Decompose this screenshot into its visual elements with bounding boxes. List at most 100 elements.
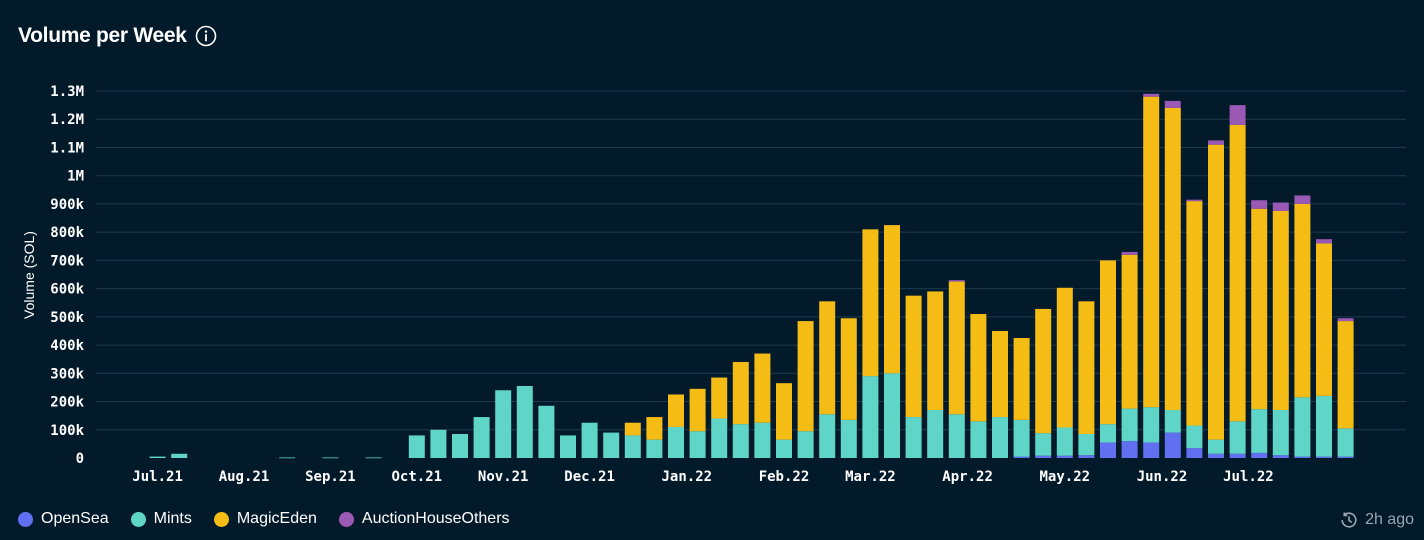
x-tick-label: Dec.21	[564, 469, 615, 485]
x-tick-label: Apr.22	[942, 469, 993, 485]
bar-segment-mints	[408, 435, 425, 458]
bar-segment-opensea	[1121, 441, 1138, 458]
bar-segment-opensea	[1143, 442, 1160, 458]
bar-segment-auctionhouseothers	[1251, 200, 1268, 209]
history-clock-icon	[1341, 512, 1357, 528]
chart-header: Volume per Week	[18, 24, 217, 48]
legend-item-opensea[interactable]: OpenSea	[18, 510, 109, 528]
y-tick-label: 1.3M	[50, 84, 84, 100]
bar-segment-magiceden	[1078, 301, 1095, 435]
y-tick-label: 600k	[50, 282, 84, 298]
bar-segment-mints	[560, 435, 576, 458]
bar-segment-magiceden	[948, 281, 965, 415]
bar-segment-magiceden	[1186, 201, 1203, 426]
legend-label-mints: Mints	[153, 510, 192, 527]
chart-title: Volume per Week	[18, 24, 187, 47]
y-tick-label: 800k	[50, 225, 84, 241]
y-tick-label: 400k	[50, 338, 84, 354]
y-tick-label: 1M	[67, 169, 84, 185]
bar-segment-mints	[884, 373, 900, 458]
bar-segment-opensea	[1251, 452, 1268, 458]
bar-segment-mints	[927, 410, 944, 458]
bar-segment-magiceden	[840, 318, 857, 420]
x-tick-label: Aug.21	[219, 469, 270, 485]
bar-segment-magiceden	[1164, 107, 1181, 411]
bar-segment-opensea	[1294, 456, 1311, 458]
bar-segment-opensea	[1272, 455, 1289, 458]
bar-segment-magiceden	[668, 394, 684, 427]
bar-segment-magiceden	[732, 362, 749, 425]
bar-segment-mints	[1316, 395, 1332, 457]
bar-segment-magiceden	[1143, 96, 1160, 408]
bar-segment-mints	[1251, 409, 1268, 453]
bar-segment-magiceden	[862, 229, 879, 377]
bar-segment-mints	[473, 417, 490, 458]
bar-segment-magiceden	[1100, 260, 1116, 425]
bar-segment-mints	[495, 390, 512, 458]
bar-segment-auctionhouseothers	[1337, 318, 1354, 322]
y-tick-label: 100k	[50, 423, 84, 439]
y-tick-label: 900k	[50, 197, 84, 213]
bar-segment-magiceden	[927, 291, 944, 411]
bar-segment-mints	[279, 457, 296, 459]
bar-segment-mints	[1143, 407, 1160, 443]
bar-segment-mints	[603, 432, 620, 458]
bar-segment-mints	[646, 439, 663, 458]
bar-segment-mints	[322, 457, 339, 459]
bar-segment-opensea	[1035, 455, 1052, 458]
bar-segment-mints	[905, 417, 922, 458]
bar-segment-opensea	[1164, 432, 1181, 458]
bar-segment-magiceden	[1013, 338, 1030, 420]
bar-segment-mints	[1229, 421, 1246, 454]
bar-segment-magiceden	[1294, 203, 1311, 398]
y-tick-label: 0	[76, 451, 84, 467]
legend-swatch-auctionhouseothers	[338, 511, 354, 527]
bar-segment-mints	[452, 434, 468, 458]
x-tick-label: Jul.22	[1223, 469, 1274, 485]
bar-segment-auctionhouseothers	[1164, 100, 1181, 108]
y-tick-label: 500k	[50, 310, 84, 326]
bar-segment-mints	[1164, 410, 1181, 433]
bar-segment-magiceden	[1121, 254, 1138, 409]
legend-item-mints[interactable]: Mints	[130, 510, 192, 528]
bar-segment-mints	[624, 435, 641, 458]
legend-item-magiceden[interactable]: MagicEden	[213, 510, 317, 528]
bar-segment-mints	[1013, 419, 1030, 457]
bar-segment-mints	[668, 426, 684, 458]
legend-item-auctionhouseothers[interactable]: AuctionHouseOthers	[338, 510, 510, 528]
bar-segment-opensea	[1337, 456, 1354, 458]
bar-segment-auctionhouseothers	[948, 280, 965, 282]
legend-swatch-magiceden	[213, 511, 229, 527]
bar-segment-auctionhouseothers	[1143, 93, 1160, 97]
y-tick-label: 700k	[50, 253, 84, 269]
bar-segment-auctionhouseothers	[1229, 105, 1246, 125]
x-tick-label: May.22	[1040, 469, 1091, 485]
x-tick-label: Nov.21	[478, 469, 529, 485]
y-axis-label: Volume (SOL)	[21, 231, 37, 319]
bar-segment-magiceden	[992, 330, 1008, 418]
bar-segment-mints	[754, 422, 771, 458]
bar-segment-mints	[1100, 424, 1116, 443]
bar-segment-magiceden	[776, 383, 792, 440]
legend-swatch-opensea	[18, 511, 33, 527]
y-tick-label: 1.2M	[50, 112, 84, 128]
info-icon[interactable]	[195, 25, 217, 47]
bar-segment-auctionhouseothers	[1272, 202, 1289, 211]
bar-segment-opensea	[1056, 455, 1073, 458]
bar-segment-opensea	[1013, 456, 1030, 458]
bar-segment-magiceden	[1316, 243, 1332, 396]
bar-segment-magiceden	[711, 377, 728, 419]
bar-segment-mints	[430, 429, 447, 458]
bar-segment-mints	[171, 453, 188, 458]
last-updated: 2h ago	[1339, 510, 1414, 530]
y-tick-label: 200k	[50, 395, 84, 411]
bar-segment-mints	[1035, 433, 1052, 456]
bar-segment-opensea	[1208, 453, 1224, 458]
bar-segment-auctionhouseothers	[1294, 195, 1311, 204]
bar-segment-magiceden	[646, 417, 663, 440]
bar-segment-mints	[1078, 434, 1095, 456]
updated-text: 2h ago	[1365, 511, 1414, 528]
x-tick-label: Jul.21	[132, 469, 183, 485]
y-tick-label: 300k	[50, 366, 84, 382]
bar-segment-magiceden	[689, 388, 706, 432]
